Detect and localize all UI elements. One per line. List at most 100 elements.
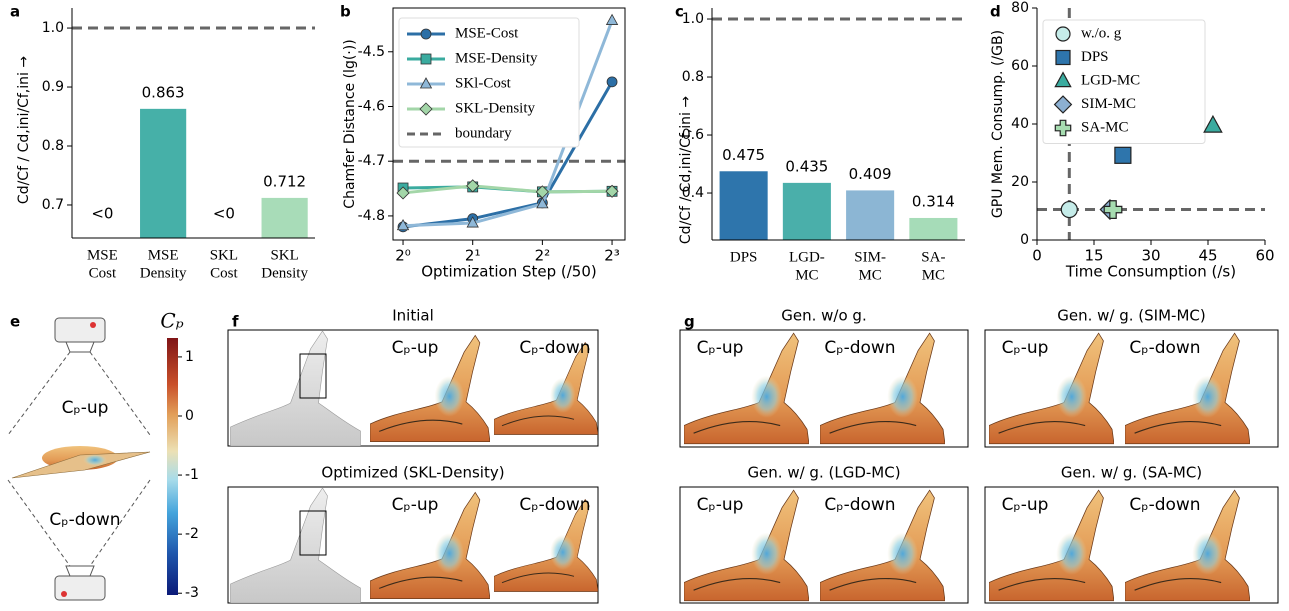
x-tick-label: SKL (210, 247, 238, 263)
y-tick-label: 80 (1011, 0, 1029, 16)
legend-box (398, 17, 580, 148)
legend-label: boundary (455, 125, 512, 141)
panel-label: d (990, 3, 1001, 21)
bar (140, 108, 187, 238)
view-label: Cₚ-up (1002, 338, 1049, 358)
value-label: 0.475 (722, 146, 765, 164)
panel-label: f (232, 313, 239, 331)
plane-wing (11, 451, 151, 479)
view-label: Cₚ-up (392, 338, 439, 358)
marker (535, 185, 549, 199)
y-tick-label: 0.8 (42, 138, 64, 154)
y-tick-label: -4.5 (358, 44, 385, 60)
y-tick-label: 0.7 (42, 197, 64, 213)
legend-label: MSE-Cost (455, 25, 519, 41)
marker (396, 218, 410, 231)
view-label: Cₚ-up (697, 338, 744, 358)
colorbar-tick-label: -1 (185, 467, 199, 483)
lens (65, 565, 95, 577)
view-label: Cₚ-down (824, 495, 895, 515)
image-title: Gen. w/ g. (SA-MC) (1061, 464, 1202, 482)
marker (396, 186, 410, 200)
view-label: Cₚ-up (1002, 495, 1049, 515)
marker (605, 13, 619, 25)
marker (605, 184, 619, 198)
panel-label: a (10, 3, 20, 21)
y-tick-label: 1.0 (42, 20, 64, 36)
y-axis-label: Cd/Cf / Cd,ini/Cf,ini → (678, 96, 694, 244)
legend-marker (1055, 49, 1071, 66)
x-tick-label: MSE (87, 247, 118, 263)
x-axis-label: Time Consumption (/s) (1065, 263, 1236, 281)
colorbar-tick-label: 0 (185, 408, 194, 424)
line (402, 184, 613, 195)
x-tick-label: 2³ (604, 247, 620, 265)
colorbar-tick-label: -3 (185, 585, 199, 601)
x-tick-label: Cost (89, 265, 117, 281)
view-label: Cₚ-down (1129, 338, 1200, 358)
view-label: Cₚ-down (519, 338, 590, 358)
x-tick-label: 2⁰ (395, 247, 411, 265)
legend-marker (1055, 26, 1071, 42)
x-tick-label: SKL (270, 247, 298, 263)
x-tick-label: 2¹ (465, 247, 481, 265)
legend-marker (420, 28, 432, 40)
x-tick-label: MC (858, 267, 881, 283)
x-tick-label: Density (261, 265, 308, 281)
y-tick-label: -4.6 (358, 98, 385, 114)
bar (261, 197, 308, 238)
view-label: Cₚ-up (392, 495, 439, 515)
y-axis-label: GPU Mem. Consump. (/GB) (990, 30, 1006, 218)
image-title: Gen. w/ g. (SIM-MC) (1057, 307, 1205, 325)
panel-label: e (10, 313, 20, 331)
bar (782, 182, 831, 240)
y-tick-label: 40 (1011, 116, 1029, 132)
y-tick-label: 60 (1011, 58, 1029, 74)
image-title: Optimized (SKL-Density) (321, 464, 504, 482)
legend-label: SKl-Cost (455, 75, 512, 91)
y-tick-label: 20 (1011, 174, 1029, 190)
x-tick-label: 30 (1141, 247, 1160, 265)
value-label: <0 (213, 205, 235, 223)
panel-label: c (675, 3, 684, 21)
legend-label: DPS (1081, 49, 1109, 65)
camera-dot (61, 591, 67, 597)
view-label: Cₚ-down (519, 495, 590, 515)
legend-label: MSE-Density (455, 50, 538, 66)
y-tick-label: -4.7 (358, 153, 385, 169)
x-tick-label: 45 (1198, 247, 1217, 265)
image-title: Initial (392, 307, 434, 325)
x-tick-label: 15 (1084, 247, 1103, 265)
lens (65, 341, 95, 353)
y-tick-label: -4.8 (358, 208, 385, 224)
colorbar-tick-label: -2 (185, 526, 199, 542)
camera (54, 317, 106, 343)
x-tick-label: Density (140, 265, 187, 281)
view-label: Cₚ-up (62, 398, 109, 418)
camera (54, 575, 106, 601)
view-label: Cₚ-down (824, 338, 895, 358)
bar (909, 217, 958, 240)
bar (846, 190, 895, 240)
marker (466, 179, 480, 193)
x-tick-label: MC (795, 267, 818, 283)
marker (466, 216, 479, 228)
legend-marker (1053, 95, 1073, 114)
legend-label: SIM-MC (1081, 96, 1136, 112)
view-lines (7, 351, 151, 567)
y-tick-label: 0.6 (682, 127, 704, 143)
value-label: 0.314 (912, 192, 955, 210)
value-label: 0.435 (785, 157, 828, 175)
view-label: Cₚ-up (697, 495, 744, 515)
colorbar (167, 338, 178, 595)
legend-marker (1054, 119, 1072, 137)
colorbar-tick-label: 1 (185, 349, 194, 365)
x-tick-label: 0 (1032, 247, 1042, 265)
x-tick-label: 2² (535, 247, 551, 265)
y-tick-label: 0.8 (682, 69, 704, 85)
image-title: Gen. w/ g. (LGD-MC) (747, 464, 900, 482)
marker (1060, 200, 1078, 219)
legend-label: SA-MC (1081, 119, 1129, 135)
